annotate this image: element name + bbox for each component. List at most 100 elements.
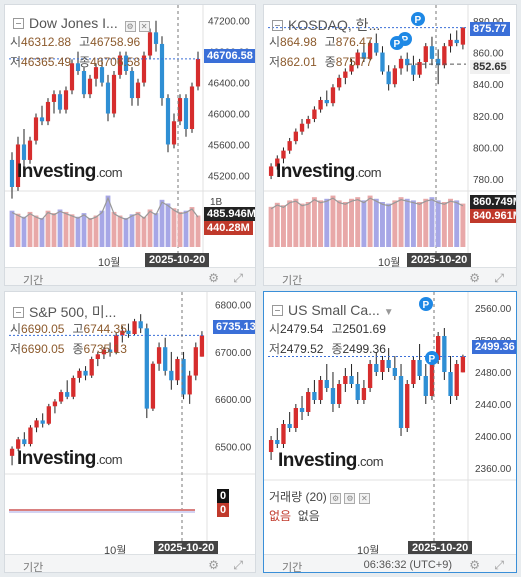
period-button[interactable]: 기간 — [23, 275, 44, 286]
gear-icon[interactable]: ⚙ — [469, 558, 480, 572]
chart-panel-us-small-cap[interactable]: 2560.002520.002480.002440.002400.002360.… — [263, 291, 517, 573]
volume-bar — [141, 216, 147, 247]
p-badge-letter: P — [423, 300, 430, 311]
candle-body — [77, 370, 82, 378]
candle-body — [107, 349, 113, 352]
candle-body — [45, 101, 51, 122]
candle-body — [398, 58, 404, 69]
candle-body — [69, 63, 75, 91]
candle-body — [448, 39, 453, 47]
expand-icon[interactable]: ⤢ — [233, 271, 243, 285]
candle-body — [101, 349, 107, 355]
investing-logo: Investing.com — [278, 450, 384, 471]
volume-ma-label: 0 — [217, 503, 230, 517]
candle-body — [114, 335, 119, 352]
volume-bar — [117, 215, 123, 247]
high-value: 6744.35 — [83, 322, 127, 336]
sp500-chart-canvas[interactable]: 6800.00 6700.00 6600.00 6500.00 — [5, 292, 256, 573]
volume-ma-line — [270, 197, 464, 210]
candle-body — [144, 328, 149, 409]
volume-bar — [123, 217, 129, 247]
gear-icon[interactable]: ⚙ — [208, 558, 219, 572]
candle-body — [336, 77, 342, 88]
candle-body — [39, 117, 45, 122]
expand-icon[interactable]: ⤢ — [494, 271, 504, 285]
high-value: 876.47 — [335, 35, 373, 49]
open-value: 6690.05 — [21, 322, 65, 336]
period-button[interactable]: 기간 — [23, 562, 44, 573]
candle-body — [58, 392, 64, 402]
collapse-icon[interactable] — [272, 305, 283, 316]
expand-icon[interactable]: ⤢ — [494, 558, 504, 572]
collapse-icon[interactable] — [13, 18, 24, 29]
chart-footer: 기간 ⚙ ⤢ — [5, 267, 255, 286]
low-value: 2479.52 — [280, 342, 324, 356]
volume-bar — [105, 195, 111, 247]
candle-body — [21, 144, 27, 160]
volume-bar — [99, 210, 105, 247]
y-tick-label: 2400.00 — [475, 432, 512, 443]
candle-body — [83, 370, 88, 376]
ohlc-row-2: 저6690.05 종6735.13 — [10, 340, 135, 357]
period-button[interactable]: 기간 — [282, 275, 303, 286]
p-badge-letter: P — [394, 39, 401, 50]
candle-body — [165, 98, 171, 145]
dow-chart-canvas[interactable]: 47200.0046800.0046400.0046000.0045600.00… — [5, 5, 256, 286]
gear-icon[interactable]: ⚙ — [344, 493, 356, 504]
close-label: 종 — [331, 342, 343, 356]
candle-body — [57, 94, 63, 110]
gear-icon[interactable]: ⚙ — [469, 271, 480, 285]
candle-body — [177, 98, 183, 122]
volume-bar — [268, 206, 274, 247]
candle-body — [343, 376, 348, 384]
candle-body — [105, 82, 111, 114]
p-badge-letter: P — [402, 35, 409, 46]
chart-title-text: KOSDAQ, 한... — [288, 17, 381, 33]
chart-panel-dow[interactable]: 47200.0046800.0046400.0046000.0045600.00… — [4, 4, 256, 286]
settings-icon[interactable]: ⚙ — [124, 21, 136, 32]
candle-body — [349, 376, 354, 384]
gear-icon[interactable]: ⚙ — [208, 271, 219, 285]
candle-body — [159, 43, 165, 99]
p-badge-letter: P — [415, 15, 422, 26]
candle-body — [195, 58, 201, 87]
volume-bar — [342, 202, 348, 247]
expand-icon[interactable]: ⤢ — [233, 558, 243, 572]
volume-bar — [183, 210, 189, 247]
candle-body — [312, 109, 317, 119]
candle-body — [460, 27, 466, 45]
candle-body — [460, 356, 466, 373]
candle-body — [275, 158, 280, 167]
p-badge-icon — [411, 12, 425, 26]
chart-footer: 기간 06:36:32 (UTC+9) ⚙ ⤢ — [264, 554, 516, 573]
low-label: 저 — [269, 55, 281, 69]
close-icon[interactable]: ✕ — [358, 493, 370, 504]
volume-bar — [39, 217, 45, 247]
volume-bar — [280, 205, 286, 247]
us-small-cap-chart-canvas[interactable]: 2560.002520.002480.002440.002400.002360.… — [264, 292, 517, 573]
y-tick-label: 6800.00 — [215, 301, 252, 312]
candle-body — [411, 65, 416, 75]
volume-bar — [45, 210, 51, 247]
low-value: 862.01 — [280, 55, 317, 69]
candle-body — [281, 150, 286, 159]
collapse-icon[interactable] — [13, 307, 24, 318]
chart-title-text: US Small Ca... — [288, 302, 380, 318]
close-label: 종 — [324, 55, 336, 69]
chevron-down-icon[interactable]: ▼ — [383, 307, 394, 318]
settings-icon[interactable]: ⚙ — [330, 493, 342, 504]
candle-body — [15, 144, 21, 187]
candle-body — [75, 63, 81, 71]
period-button[interactable]: 기간 — [282, 562, 303, 573]
close-icon[interactable]: ✕ — [138, 21, 150, 32]
volume-bar — [454, 200, 460, 247]
chart-panel-kosdaq[interactable]: 880.00860.00840.00820.00800.00780.00PPP … — [263, 4, 517, 286]
y-tick-label: 46000.00 — [208, 110, 250, 121]
volume-bar — [330, 195, 336, 247]
collapse-icon[interactable] — [272, 20, 283, 31]
candle-body — [63, 90, 69, 110]
volume-bar — [318, 200, 324, 247]
candle-body — [299, 408, 305, 412]
chart-panel-sp500[interactable]: 6800.00 6700.00 6600.00 6500.00 S&P 500, 미.… — [4, 291, 256, 573]
candle-body — [355, 384, 360, 400]
